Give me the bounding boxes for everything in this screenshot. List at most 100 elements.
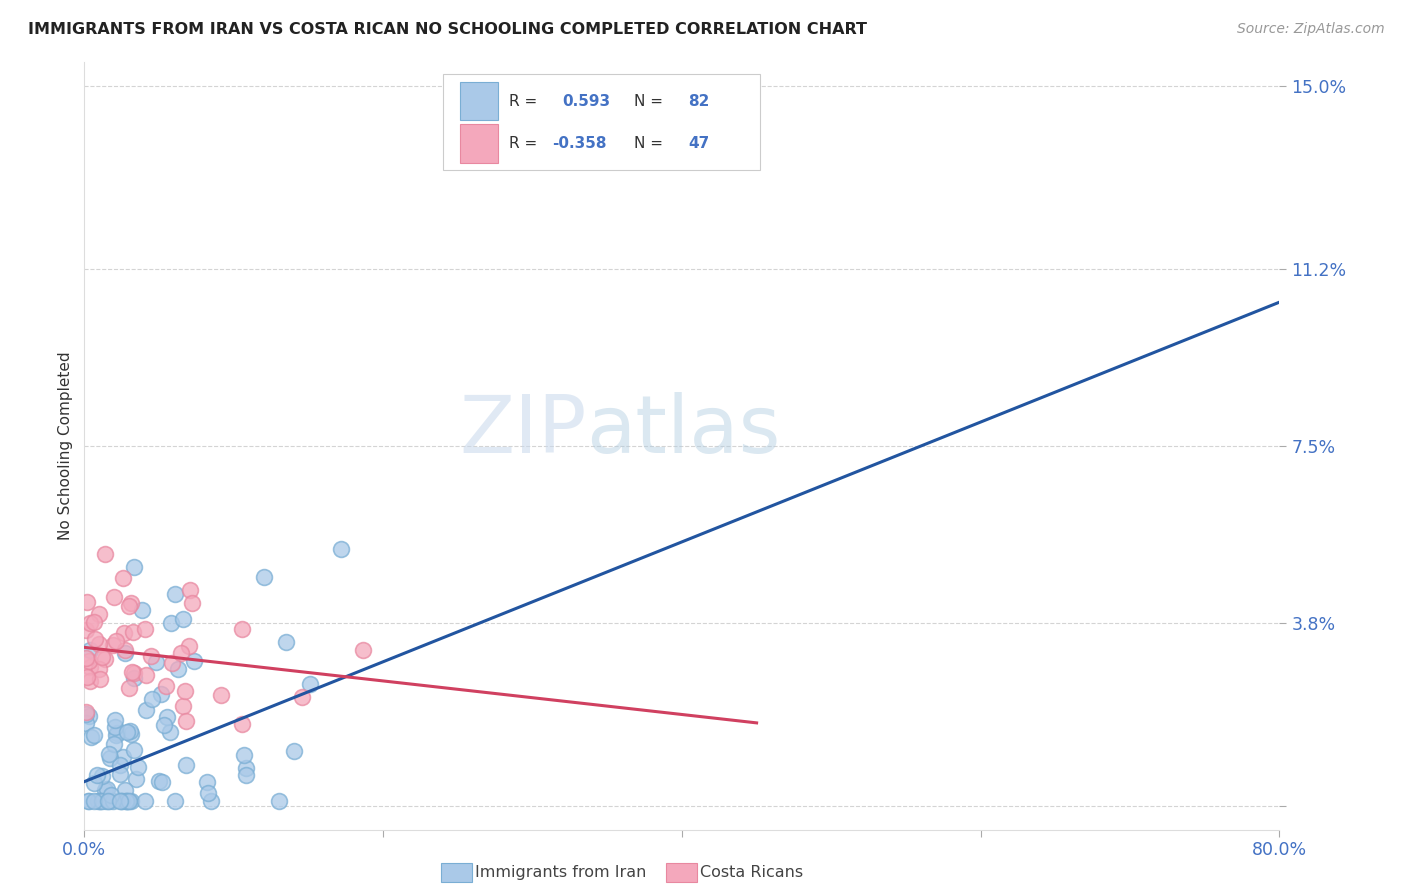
Point [98, 751, 121, 765]
Point [114, 783, 136, 797]
Point [148, 774, 170, 789]
Point [79, 673, 101, 688]
Point [352, 643, 374, 657]
Point [75, 623, 97, 637]
Text: N =: N = [634, 94, 668, 109]
Text: N =: N = [634, 136, 668, 151]
Text: R =: R = [509, 94, 541, 109]
Point [139, 649, 162, 664]
Point [235, 761, 257, 775]
Point [149, 688, 172, 702]
Text: 47: 47 [688, 136, 709, 151]
Point [97, 794, 120, 808]
Point [75, 716, 97, 731]
Point [89, 637, 111, 651]
Point [291, 690, 314, 705]
Point [159, 615, 181, 630]
Text: Costa Ricans: Costa Ricans [700, 865, 803, 880]
Point [87, 607, 110, 622]
Point [94, 782, 117, 797]
Point [174, 714, 197, 728]
Point [112, 625, 135, 640]
Point [75, 651, 97, 665]
Point [141, 692, 163, 706]
Point [197, 786, 219, 800]
Point [112, 749, 135, 764]
Point [117, 794, 139, 808]
Point [121, 665, 143, 680]
Point [87, 794, 110, 808]
Point [94, 652, 117, 666]
Point [84, 632, 107, 646]
Point [105, 634, 128, 648]
Point [118, 794, 141, 808]
Point [298, 676, 321, 690]
Point [90, 649, 112, 664]
Point [89, 672, 111, 686]
Text: R =: R = [509, 136, 541, 151]
Point [120, 596, 142, 610]
Point [131, 603, 153, 617]
Point [121, 625, 143, 640]
Point [91, 794, 114, 808]
Point [172, 612, 194, 626]
Point [134, 794, 156, 808]
Point [98, 747, 121, 761]
Text: 82: 82 [688, 94, 709, 109]
Text: atlas: atlas [586, 392, 780, 470]
Point [89, 794, 111, 808]
Point [110, 793, 132, 807]
Point [75, 706, 97, 721]
Point [98, 794, 121, 808]
Point [80, 730, 103, 744]
Point [87, 662, 110, 676]
Point [160, 657, 183, 671]
Point [79, 709, 101, 723]
Y-axis label: No Schooling Completed: No Schooling Completed [58, 351, 73, 541]
Point [83, 794, 105, 808]
Point [94, 547, 117, 561]
Point [117, 725, 139, 739]
Point [115, 794, 138, 808]
Point [89, 794, 111, 808]
Point [274, 635, 297, 649]
FancyBboxPatch shape [443, 74, 759, 169]
Point [91, 769, 114, 783]
Point [111, 794, 134, 808]
Point [103, 590, 125, 604]
Point [101, 638, 124, 652]
Point [77, 794, 100, 808]
Point [235, 768, 257, 782]
Point [153, 718, 176, 732]
Point [122, 665, 145, 680]
Text: 0.593: 0.593 [562, 94, 610, 109]
Point [104, 728, 127, 742]
Point [110, 766, 132, 780]
Point [195, 774, 218, 789]
Point [101, 794, 124, 808]
Point [83, 728, 105, 742]
FancyBboxPatch shape [460, 82, 498, 120]
Point [103, 737, 125, 751]
Point [179, 583, 201, 598]
Point [269, 794, 291, 808]
Point [118, 599, 141, 613]
Point [112, 571, 135, 585]
Point [165, 587, 187, 601]
Text: Immigrants from Iran: Immigrants from Iran [475, 865, 647, 880]
Point [108, 758, 131, 772]
Point [125, 772, 148, 786]
Point [77, 654, 100, 668]
Point [124, 671, 146, 685]
Point [79, 660, 101, 674]
Point [75, 705, 97, 719]
Point [105, 726, 128, 740]
Point [177, 639, 200, 653]
Point [120, 794, 142, 808]
Point [156, 710, 179, 724]
Point [110, 794, 132, 808]
Text: ZIP: ZIP [458, 392, 586, 470]
Point [83, 615, 105, 630]
Point [155, 679, 177, 693]
Point [104, 714, 127, 728]
